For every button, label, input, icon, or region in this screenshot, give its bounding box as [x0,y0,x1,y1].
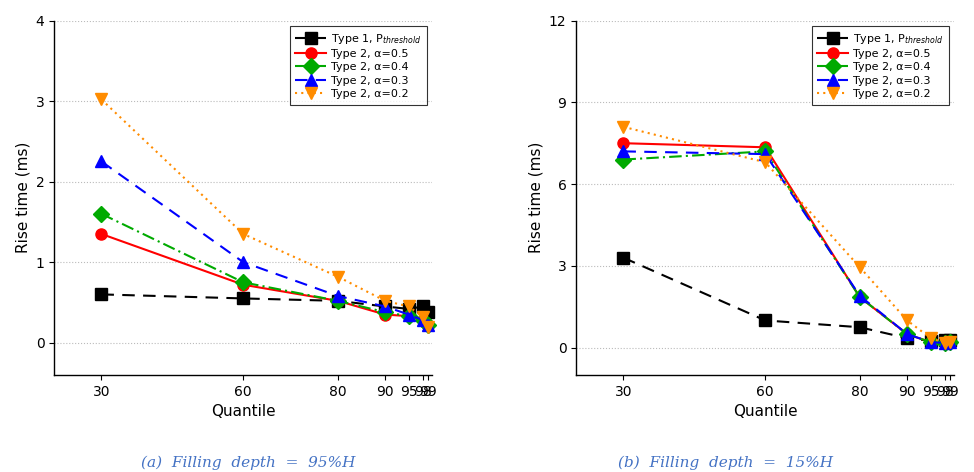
Type 1, P$_{threshold}$ [944,337,955,343]
Text: (b)  Filling  depth  =  15%H: (b) Filling depth = 15%H [618,456,833,470]
Type 2, α=0.3 [403,312,415,317]
Type 1, P$_{threshold}$ [939,337,951,342]
Type 2, α=0.2 [854,264,866,270]
Line: Type 2, α=0.5: Type 2, α=0.5 [618,138,955,348]
Type 2, α=0.5 [618,140,629,146]
Legend: Type 1, P$_{threshold}$, Type 2, α=0.5, Type 2, α=0.4, Type 2, α=0.3, Type 2, α=: Type 1, P$_{threshold}$, Type 2, α=0.5, … [289,26,427,104]
X-axis label: Quantile: Quantile [211,404,276,419]
Type 2, α=0.2 [332,274,344,279]
Type 2, α=0.4 [95,211,107,217]
Type 2, α=0.4 [618,157,629,162]
Line: Type 2, α=0.2: Type 2, α=0.2 [95,94,433,332]
Type 2, α=0.2 [939,340,951,346]
Type 2, α=0.3 [944,339,955,345]
Type 2, α=0.3 [417,317,429,323]
Line: Type 2, α=0.3: Type 2, α=0.3 [95,156,433,330]
Y-axis label: Rise time (ms): Rise time (ms) [528,142,543,253]
Type 1, P$_{threshold}$ [332,298,344,303]
Type 2, α=0.5 [939,340,951,346]
Legend: Type 1, P$_{threshold}$, Type 2, α=0.5, Type 2, α=0.4, Type 2, α=0.3, Type 2, α=: Type 1, P$_{threshold}$, Type 2, α=0.5, … [811,26,949,104]
Type 2, α=0.3 [238,259,249,265]
Line: Type 2, α=0.5: Type 2, α=0.5 [95,228,433,330]
Type 1, P$_{threshold}$ [422,309,433,315]
Type 2, α=0.4 [379,309,391,315]
Type 2, α=0.5 [417,317,429,323]
X-axis label: Quantile: Quantile [733,404,798,419]
Type 1, P$_{threshold}$ [854,324,866,330]
Type 2, α=0.2 [403,303,415,309]
Type 2, α=0.5 [403,313,415,319]
Type 2, α=0.5 [332,298,344,303]
Type 2, α=0.2 [417,314,429,320]
Type 2, α=0.4 [925,339,937,345]
Type 2, α=0.2 [95,97,107,102]
Line: Type 2, α=0.3: Type 2, α=0.3 [618,146,955,348]
Type 1, P$_{threshold}$ [901,335,913,341]
Type 2, α=0.5 [925,339,937,345]
Type 2, α=0.3 [95,159,107,164]
Type 1, P$_{threshold}$ [403,306,415,312]
Type 1, P$_{threshold}$ [417,303,429,309]
Type 2, α=0.3 [422,322,433,328]
Line: Type 2, α=0.4: Type 2, α=0.4 [95,208,433,330]
Type 1, P$_{threshold}$ [925,338,937,344]
Type 1, P$_{threshold}$ [618,255,629,261]
Type 2, α=0.2 [760,160,771,165]
Type 2, α=0.3 [618,149,629,154]
Type 2, α=0.5 [422,322,433,328]
Type 2, α=0.2 [901,318,913,323]
Line: Type 1, P$_{threshold}$: Type 1, P$_{threshold}$ [95,289,433,318]
Type 2, α=0.4 [422,322,433,328]
Type 2, α=0.2 [422,324,433,329]
Type 2, α=0.4 [238,279,249,285]
Type 2, α=0.5 [760,144,771,150]
Line: Type 2, α=0.2: Type 2, α=0.2 [618,121,955,348]
Type 2, α=0.5 [379,312,391,317]
Type 2, α=0.5 [944,339,955,345]
Type 2, α=0.3 [901,331,913,337]
Type 2, α=0.4 [901,331,913,337]
Type 2, α=0.3 [379,303,391,309]
Type 2, α=0.2 [238,231,249,237]
Type 1, P$_{threshold}$ [379,303,391,309]
Type 2, α=0.4 [944,339,955,345]
Type 2, α=0.5 [95,231,107,237]
Type 2, α=0.2 [379,298,391,303]
Type 2, α=0.5 [238,282,249,287]
Line: Type 2, α=0.4: Type 2, α=0.4 [618,146,955,348]
Type 2, α=0.2 [925,335,937,341]
Type 2, α=0.5 [901,331,913,337]
Type 2, α=0.3 [925,339,937,345]
Type 2, α=0.5 [854,295,866,300]
Type 2, α=0.3 [854,293,866,299]
Type 2, α=0.4 [760,149,771,154]
Y-axis label: Rise time (ms): Rise time (ms) [15,142,30,253]
Type 2, α=0.4 [939,340,951,346]
Type 1, P$_{threshold}$ [95,292,107,297]
Line: Type 1, P$_{threshold}$: Type 1, P$_{threshold}$ [618,252,955,346]
Type 2, α=0.3 [332,293,344,299]
Type 2, α=0.2 [944,339,955,345]
Text: (a)  Filling  depth  =  95%H: (a) Filling depth = 95%H [141,456,356,470]
Type 2, α=0.2 [618,124,629,130]
Type 2, α=0.3 [939,340,951,346]
Type 1, P$_{threshold}$ [238,295,249,301]
Type 1, P$_{threshold}$ [760,318,771,323]
Type 2, α=0.3 [760,151,771,157]
Type 2, α=0.4 [417,317,429,323]
Type 2, α=0.4 [854,295,866,300]
Type 2, α=0.4 [332,298,344,303]
Type 2, α=0.4 [403,313,415,319]
